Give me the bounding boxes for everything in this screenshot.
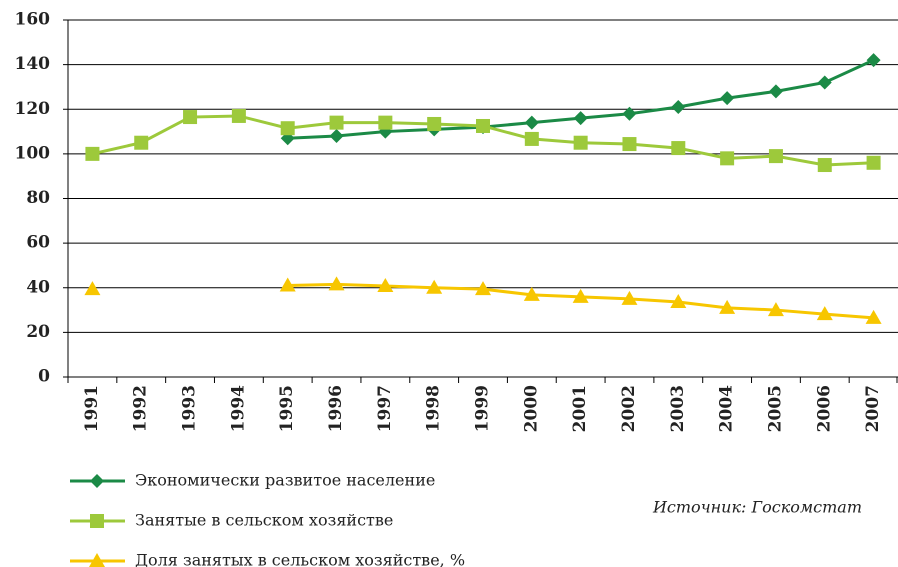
legend-label: Экономически развитое население: [135, 471, 435, 490]
x-tick-label: 2005: [765, 385, 785, 432]
x-tick-label: 1998: [424, 385, 444, 432]
square-marker: [280, 121, 295, 136]
x-tick-label: 1996: [326, 385, 346, 432]
legend-label: Доля занятых в сельском хозяйстве, %: [135, 551, 465, 567]
square-marker: [720, 151, 735, 166]
square-marker: [134, 135, 149, 150]
source-note: Источник: Госкомстат: [652, 498, 862, 517]
legend-label: Занятые в сельском хозяйстве: [135, 511, 393, 530]
triangle-marker: [719, 299, 736, 314]
triangle-marker: [426, 279, 443, 294]
triangle-marker: [523, 286, 540, 301]
x-tick-label: 1995: [277, 385, 297, 432]
triangle-marker: [84, 281, 101, 296]
diamond-marker: [671, 100, 686, 115]
square-marker: [817, 158, 832, 173]
y-tick-label: 20: [26, 322, 50, 342]
triangle-marker: [279, 277, 296, 292]
square-marker: [476, 118, 490, 133]
square-marker: [768, 149, 783, 164]
diamond-marker: [720, 91, 735, 106]
triangle-marker: [377, 277, 394, 292]
diamond-marker: [622, 106, 637, 121]
triangle-marker: [328, 276, 345, 291]
y-tick-label: 80: [26, 188, 50, 208]
x-tick-label: 2001: [570, 385, 590, 432]
triangle-marker: [767, 302, 784, 317]
triangle-marker: [475, 281, 491, 296]
x-tick-label: 1999: [473, 385, 493, 432]
square-marker: [329, 115, 344, 130]
y-tick-label: 140: [15, 54, 51, 74]
x-tick-label: 1994: [228, 385, 248, 432]
x-tick-label: 1993: [180, 385, 200, 432]
square-marker: [866, 155, 881, 170]
square-marker: [378, 115, 393, 130]
x-tick-label: 2006: [814, 385, 834, 432]
square-marker: [231, 108, 246, 123]
x-tick-label: 2000: [521, 385, 541, 432]
x-tick-label: 2004: [717, 385, 737, 432]
x-tick-label: 1992: [131, 385, 151, 432]
diamond-marker: [866, 53, 881, 68]
y-tick-label: 60: [26, 233, 50, 253]
x-tick-label: 1997: [375, 385, 395, 432]
triangle-marker: [816, 306, 833, 321]
triangle-marker: [572, 288, 589, 303]
y-tick-label: 100: [15, 143, 51, 163]
square-marker: [90, 514, 104, 528]
square-marker: [85, 146, 100, 161]
series-line: [287, 58, 875, 140]
x-tick-label: 2003: [668, 385, 688, 432]
y-tick-label: 160: [15, 10, 51, 30]
triangle-marker: [865, 309, 882, 324]
square-marker: [427, 116, 442, 131]
y-tick-label: 40: [26, 277, 50, 297]
x-tick-label: 2002: [619, 385, 639, 432]
diamond-marker: [817, 75, 832, 90]
triangle-marker: [621, 290, 638, 305]
square-marker: [524, 131, 539, 146]
triangle-marker: [670, 294, 687, 309]
diamond-marker: [90, 474, 104, 488]
diamond-marker: [573, 111, 588, 126]
y-tick-label: 0: [38, 367, 50, 387]
square-marker: [671, 141, 686, 156]
square-marker: [622, 137, 637, 152]
diamond-marker: [768, 84, 783, 99]
square-marker: [573, 135, 588, 150]
diamond-marker: [524, 115, 539, 130]
x-tick-label: 2007: [863, 385, 883, 432]
triangle-marker: [89, 553, 105, 567]
diamond-marker: [329, 129, 344, 144]
x-tick-label: 1991: [82, 385, 102, 432]
square-marker: [183, 110, 198, 125]
y-tick-label: 120: [15, 99, 51, 119]
